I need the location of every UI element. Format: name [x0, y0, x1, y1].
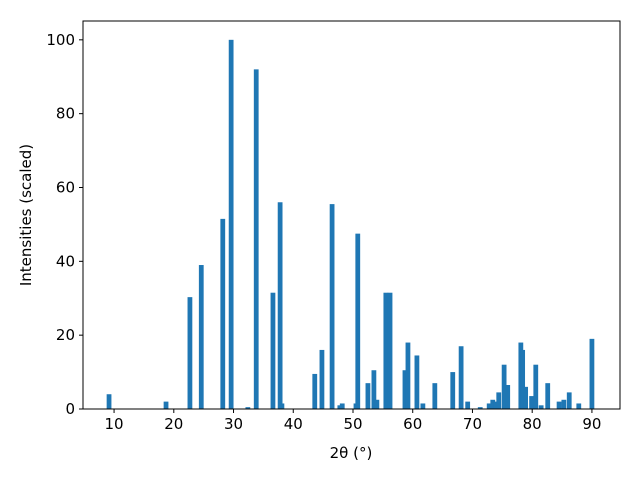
bar [493, 401, 499, 409]
x-tick-label: 90 [582, 415, 601, 433]
bar [329, 204, 335, 409]
y-tick-label: 100 [46, 31, 75, 49]
bar [486, 403, 492, 409]
bar [371, 370, 377, 409]
bar [220, 218, 226, 409]
bar [420, 403, 426, 409]
x-tick-label: 80 [523, 415, 542, 433]
bar [556, 401, 562, 409]
bar [253, 69, 259, 409]
bar [106, 394, 112, 409]
bar [458, 346, 464, 409]
y-tick-label: 60 [56, 178, 75, 196]
y-tick-label: 40 [56, 252, 75, 270]
y-tick-label: 0 [65, 400, 75, 418]
bar [538, 405, 544, 409]
bar [187, 297, 193, 409]
bar [374, 399, 380, 409]
x-tick-label: 70 [463, 415, 482, 433]
bar [450, 372, 456, 409]
bar [387, 292, 393, 409]
x-tick-label: 20 [164, 415, 183, 433]
bar [496, 392, 502, 409]
bar [490, 399, 496, 409]
bar [529, 396, 534, 409]
bar [576, 403, 582, 409]
x-tick-label: 40 [284, 415, 303, 433]
bar [566, 392, 572, 409]
bar [319, 349, 325, 409]
bar [163, 401, 169, 409]
bar [228, 39, 234, 409]
x-tick-label: 10 [105, 415, 124, 433]
bar [545, 383, 551, 409]
y-axis-label: Intensities (scaled) [17, 144, 35, 286]
x-axis-label: 2θ (°) [330, 444, 373, 462]
bar [279, 403, 285, 409]
bar [505, 385, 511, 409]
bar [561, 399, 567, 409]
bar [477, 407, 483, 409]
bar [589, 338, 595, 409]
bar [277, 202, 283, 409]
bar [198, 265, 204, 409]
bar [501, 364, 507, 409]
bar [383, 292, 389, 409]
bar [245, 407, 251, 409]
bar [355, 233, 361, 409]
y-tick-label: 80 [56, 105, 75, 123]
x-tick-label: 60 [403, 415, 422, 433]
bar [533, 364, 539, 409]
bar [270, 292, 276, 409]
bar [339, 403, 345, 409]
plot-frame [82, 20, 621, 410]
bar [402, 370, 408, 409]
bar [312, 373, 318, 409]
bar [523, 386, 529, 409]
bar [432, 383, 438, 409]
bar [520, 349, 526, 409]
x-tick-label: 30 [224, 415, 243, 433]
x-tick-label: 50 [343, 415, 362, 433]
bar [414, 355, 420, 409]
bar [465, 401, 471, 409]
y-tick-label: 20 [56, 326, 75, 344]
bar [365, 383, 371, 409]
bar [405, 342, 411, 409]
